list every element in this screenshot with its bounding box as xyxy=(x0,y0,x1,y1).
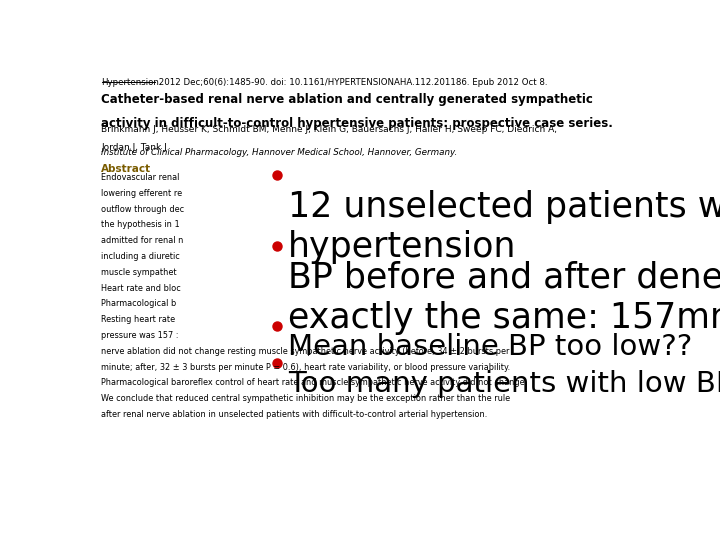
Text: Heart rate and bloc: Heart rate and bloc xyxy=(101,284,181,293)
Text: Catheter-based renal nerve ablation and centrally generated sympathetic: Catheter-based renal nerve ablation and … xyxy=(101,93,593,106)
Text: Brinkmann J, Heusser K, Schmidt BM, Menne J, Klein G, Bauersachs J, Haller H, Sw: Brinkmann J, Heusser K, Schmidt BM, Menn… xyxy=(101,125,557,134)
Text: Jordan J, Tank J.: Jordan J, Tank J. xyxy=(101,143,170,152)
Text: Hypertension.: Hypertension. xyxy=(101,78,162,87)
Text: 2012 Dec;60(6):1485-90. doi: 10.1161/HYPERTENSIONAHA.112.201186. Epub 2012 Oct 8: 2012 Dec;60(6):1485-90. doi: 10.1161/HYP… xyxy=(156,78,547,87)
Text: activity in difficult-to-control hypertensive patients: prospective case series.: activity in difficult-to-control hyperte… xyxy=(101,117,613,130)
Text: BP before and after denervation was
exactly the same: 157mmHg: BP before and after denervation was exac… xyxy=(288,260,720,335)
Text: including a diuretic: including a diuretic xyxy=(101,252,180,261)
Text: minute; after, 32 ± 3 bursts per minute P = 0.6), heart rate variability, or blo: minute; after, 32 ± 3 bursts per minute … xyxy=(101,362,510,372)
Text: the hypothesis in 1: the hypothesis in 1 xyxy=(101,220,180,230)
Text: Mean baseline BP too low??: Mean baseline BP too low?? xyxy=(288,333,693,361)
Text: after renal nerve ablation in unselected patients with difficult-to-control arte: after renal nerve ablation in unselected… xyxy=(101,410,487,419)
Text: Too many patients with low BP?: Too many patients with low BP? xyxy=(288,370,720,399)
Text: Endovascular renal: Endovascular renal xyxy=(101,173,179,182)
Text: pressure was 157 :: pressure was 157 : xyxy=(101,331,179,340)
Text: nerve ablation did not change resting muscle sympathetic nerve activity (before,: nerve ablation did not change resting mu… xyxy=(101,347,510,356)
Text: outflow through dec: outflow through dec xyxy=(101,205,184,213)
Text: Pharmacological b: Pharmacological b xyxy=(101,299,176,308)
Text: muscle sympathet: muscle sympathet xyxy=(101,268,177,276)
Text: We conclude that reduced central sympathetic inhibition may be the exception rat: We conclude that reduced central sympath… xyxy=(101,394,510,403)
Text: Pharmacological baroreflex control of heart rate and muscle sympathetic nerve ac: Pharmacological baroreflex control of he… xyxy=(101,379,527,387)
Text: lowering efferent re: lowering efferent re xyxy=(101,188,182,198)
Text: admitted for renal n: admitted for renal n xyxy=(101,236,184,245)
Text: Institute of Clinical Pharmacology, Hannover Medical School, Hannover, Germany.: Institute of Clinical Pharmacology, Hann… xyxy=(101,148,457,157)
Text: 12 unselected patients with resistant
hypertension: 12 unselected patients with resistant hy… xyxy=(288,190,720,264)
Text: Resting heart rate: Resting heart rate xyxy=(101,315,175,324)
Text: Abstract: Abstract xyxy=(101,164,151,174)
